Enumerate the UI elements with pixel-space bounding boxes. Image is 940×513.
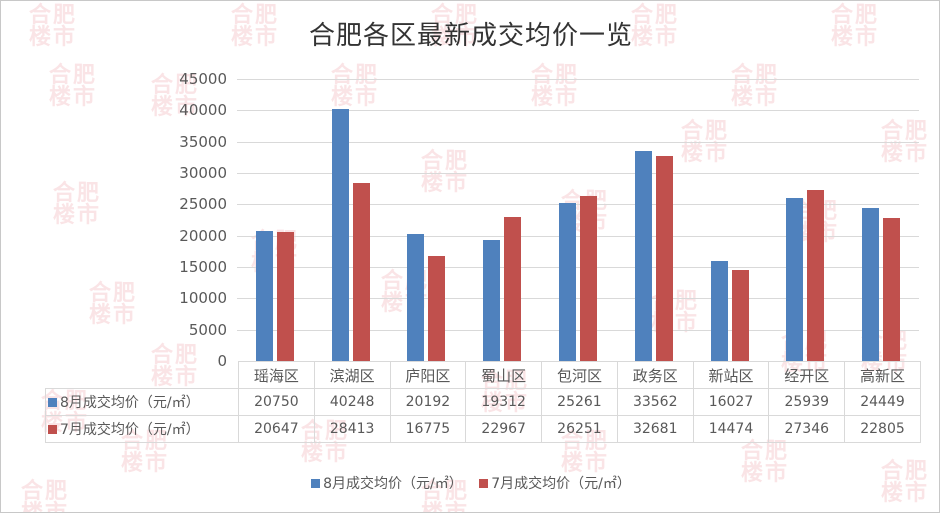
data-cell: 22967 bbox=[465, 415, 543, 443]
legend-item-aug: 8月成交均价（元/㎡） bbox=[311, 476, 463, 492]
legend-swatch-aug bbox=[311, 479, 321, 488]
bar-jul bbox=[656, 156, 673, 361]
data-cell: 20192 bbox=[389, 388, 467, 416]
bar-aug bbox=[332, 109, 349, 361]
row-label-aug: 8月成交均价（元/㎡） bbox=[45, 388, 239, 416]
category-label: 政务区 bbox=[616, 361, 694, 389]
bar-aug bbox=[256, 231, 273, 361]
data-table-corner bbox=[46, 362, 239, 389]
watermark: 合肥楼市 bbox=[531, 63, 580, 110]
data-table: 瑶海区 滨湖区 庐阳区 蜀山区 包河区 政务区 新站区 经开区 高新区 8月成交均价（元/㎡） … bbox=[45, 361, 921, 443]
category-label: 瑶海区 bbox=[238, 361, 315, 389]
bar-aug bbox=[862, 208, 879, 361]
bar-jul bbox=[883, 218, 900, 361]
y-tick-label: 30000 bbox=[179, 164, 227, 182]
watermark: 合肥楼市 bbox=[881, 119, 930, 166]
y-tick-label: 35000 bbox=[179, 133, 227, 151]
category-label: 高新区 bbox=[844, 361, 921, 389]
data-cell: 28413 bbox=[313, 415, 391, 443]
data-table-header-row: 瑶海区 滨湖区 庐阳区 蜀山区 包河区 政务区 新站区 经开区 高新区 bbox=[46, 361, 921, 389]
data-cell: 19312 bbox=[465, 388, 543, 416]
legend-label: 7月成交均价（元/㎡） bbox=[491, 476, 631, 492]
data-cell: 16027 bbox=[692, 388, 770, 416]
category-label: 包河区 bbox=[541, 361, 618, 389]
gridline bbox=[237, 298, 919, 299]
y-tick-label: 45000 bbox=[179, 70, 227, 88]
bar-jul bbox=[732, 270, 749, 361]
gridline bbox=[237, 267, 919, 268]
data-cell: 24449 bbox=[844, 388, 921, 416]
data-cell: 32681 bbox=[616, 415, 694, 443]
legend-swatch-aug bbox=[48, 398, 57, 407]
bar-jul bbox=[580, 196, 597, 361]
legend-item-jul: 7月成交均价（元/㎡） bbox=[479, 476, 631, 492]
bar-aug bbox=[711, 261, 728, 361]
data-table-row-jul: 7月成交均价（元/㎡） 20647 28413 16775 22967 26251 326… bbox=[45, 415, 921, 443]
gridline bbox=[237, 79, 919, 80]
data-cell: 20647 bbox=[238, 415, 315, 443]
legend-label: 8月成交均价（元/㎡） bbox=[323, 476, 463, 492]
data-cell: 27346 bbox=[768, 415, 846, 443]
watermark: 合肥楼市 bbox=[53, 181, 102, 228]
y-tick-label: 5000 bbox=[188, 321, 227, 339]
watermark: 合肥楼市 bbox=[89, 281, 138, 328]
chart-title: 合肥各区最新成交均价一览 bbox=[308, 21, 633, 51]
legend: 8月成交均价（元/㎡） 7月成交均价（元/㎡） bbox=[1, 473, 939, 493]
y-tick-label: 40000 bbox=[179, 101, 227, 119]
row-label-text: 8月成交均价（元/㎡） bbox=[60, 395, 200, 411]
bar-aug bbox=[635, 151, 652, 361]
watermark: 合肥楼市 bbox=[681, 119, 730, 166]
y-tick-label: 15000 bbox=[179, 258, 227, 276]
data-cell: 40248 bbox=[313, 388, 391, 416]
y-tick-label: 0 bbox=[217, 352, 227, 370]
bar-jul bbox=[277, 232, 294, 361]
row-label-jul: 7月成交均价（元/㎡） bbox=[45, 415, 239, 443]
legend-swatch-jul bbox=[48, 425, 57, 434]
category-label: 新站区 bbox=[692, 361, 770, 389]
category-label: 庐阳区 bbox=[389, 361, 467, 389]
bar-jul bbox=[353, 183, 370, 361]
bar-aug bbox=[559, 203, 576, 361]
data-cell: 22805 bbox=[844, 415, 921, 443]
gridline bbox=[237, 204, 919, 205]
data-cell: 25261 bbox=[541, 388, 618, 416]
data-cell: 33562 bbox=[616, 388, 694, 416]
watermark: 合肥楼市 bbox=[331, 63, 380, 110]
gridline bbox=[237, 110, 919, 111]
bar-aug bbox=[407, 234, 424, 361]
watermark: 合肥楼市 bbox=[49, 63, 98, 110]
gridline bbox=[237, 142, 919, 143]
data-cell: 25939 bbox=[768, 388, 846, 416]
data-table-row-aug: 8月成交均价（元/㎡） 20750 40248 20192 19312 25261 335… bbox=[45, 388, 921, 416]
row-label-text: 7月成交均价（元/㎡） bbox=[60, 422, 200, 438]
y-tick-label: 25000 bbox=[179, 195, 227, 213]
gridline bbox=[237, 330, 919, 331]
bar-jul bbox=[428, 256, 445, 361]
category-label: 蜀山区 bbox=[465, 361, 543, 389]
data-cell: 16775 bbox=[389, 415, 467, 443]
data-cell: 14474 bbox=[692, 415, 770, 443]
data-cell: 26251 bbox=[541, 415, 618, 443]
legend-swatch-jul bbox=[479, 479, 489, 488]
bar-jul bbox=[807, 190, 824, 361]
gridline bbox=[237, 173, 919, 174]
category-label: 滨湖区 bbox=[313, 361, 391, 389]
y-tick-label: 20000 bbox=[179, 227, 227, 245]
gridline bbox=[237, 236, 919, 237]
watermark: 合肥楼市 bbox=[731, 63, 780, 110]
category-label: 经开区 bbox=[768, 361, 846, 389]
y-tick-label: 10000 bbox=[179, 289, 227, 307]
bar-aug bbox=[786, 198, 803, 361]
bar-aug bbox=[483, 240, 500, 361]
bar-jul bbox=[504, 217, 521, 361]
data-cell: 20750 bbox=[238, 388, 315, 416]
